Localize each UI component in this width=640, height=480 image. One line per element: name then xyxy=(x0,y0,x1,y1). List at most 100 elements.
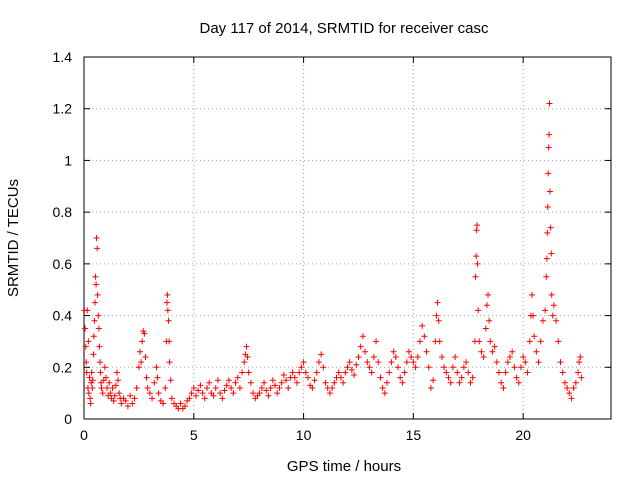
data-point xyxy=(199,390,206,397)
data-point xyxy=(188,390,195,397)
data-point xyxy=(353,361,360,368)
data-point xyxy=(236,384,243,391)
data-point xyxy=(539,317,546,324)
data-point xyxy=(509,348,516,355)
data-point xyxy=(381,390,388,397)
data-point xyxy=(136,348,143,355)
data-point xyxy=(572,379,579,386)
data-point xyxy=(430,377,437,384)
data-point xyxy=(115,377,122,384)
x-tick-label: 15 xyxy=(406,427,422,443)
data-point xyxy=(272,382,279,389)
data-point xyxy=(97,359,104,366)
data-point xyxy=(111,392,118,399)
data-point xyxy=(241,359,248,366)
data-point xyxy=(447,379,454,386)
data-point xyxy=(110,397,117,404)
data-point xyxy=(578,374,585,381)
x-tick-label: 20 xyxy=(515,427,531,443)
data-point xyxy=(498,379,505,386)
data-point xyxy=(524,369,531,376)
plot-frame xyxy=(83,56,612,420)
data-point xyxy=(197,382,204,389)
data-point xyxy=(232,379,239,386)
data-point xyxy=(397,374,404,381)
data-point xyxy=(285,384,292,391)
data-point xyxy=(165,317,172,324)
data-point xyxy=(153,364,160,371)
data-point xyxy=(113,369,120,376)
data-point xyxy=(82,343,89,350)
data-point xyxy=(542,307,549,314)
data-point xyxy=(537,338,544,345)
data-point xyxy=(443,369,450,376)
data-point xyxy=(112,382,119,389)
data-point xyxy=(370,353,377,360)
data-point xyxy=(533,348,540,355)
data-point xyxy=(122,397,129,404)
data-point xyxy=(395,364,402,371)
data-point xyxy=(139,338,146,345)
data-point xyxy=(555,338,562,345)
data-point xyxy=(98,379,105,386)
data-point xyxy=(399,379,406,386)
data-point xyxy=(460,364,467,371)
data-point xyxy=(368,369,375,376)
data-point xyxy=(570,384,577,391)
data-point xyxy=(83,369,90,376)
data-point xyxy=(138,359,145,366)
data-point xyxy=(566,390,573,397)
data-point xyxy=(269,377,276,384)
data-point xyxy=(291,374,298,381)
data-point xyxy=(344,364,351,371)
data-point xyxy=(487,338,494,345)
data-point xyxy=(377,374,384,381)
data-point xyxy=(177,400,184,407)
data-point xyxy=(355,353,362,360)
data-point xyxy=(388,359,395,366)
data-point xyxy=(445,374,452,381)
data-point xyxy=(520,353,527,360)
x-tick-label: 0 xyxy=(80,427,88,443)
data-point xyxy=(545,144,552,151)
data-point xyxy=(203,384,210,391)
data-point xyxy=(342,369,349,376)
data-point xyxy=(86,374,93,381)
data-point xyxy=(493,359,500,366)
data-point xyxy=(362,348,369,355)
data-point xyxy=(480,353,487,360)
data-point xyxy=(230,390,237,397)
data-point xyxy=(449,364,456,371)
data-point xyxy=(267,384,274,391)
data-point xyxy=(221,387,228,394)
data-point xyxy=(425,364,432,371)
data-point xyxy=(304,374,311,381)
data-point xyxy=(155,390,162,397)
data-point xyxy=(149,395,156,402)
data-point xyxy=(543,255,550,262)
data-point xyxy=(535,359,542,366)
data-point xyxy=(544,203,551,210)
data-point xyxy=(133,384,140,391)
data-point xyxy=(313,369,320,376)
data-point xyxy=(118,400,125,407)
data-point xyxy=(95,325,102,332)
data-point xyxy=(320,364,327,371)
grid-lines xyxy=(84,57,611,419)
data-point xyxy=(515,379,522,386)
data-point xyxy=(546,188,553,195)
data-point xyxy=(276,384,283,391)
data-point xyxy=(258,384,265,391)
data-point xyxy=(384,379,391,386)
data-point xyxy=(576,359,583,366)
data-point xyxy=(478,348,485,355)
data-point xyxy=(298,364,305,371)
data-point xyxy=(392,353,399,360)
data-point xyxy=(366,364,373,371)
data-point xyxy=(472,273,479,280)
x-tick-label: 10 xyxy=(296,427,312,443)
data-point xyxy=(340,379,347,386)
data-point xyxy=(548,291,555,298)
data-point xyxy=(85,338,92,345)
data-point xyxy=(195,387,202,394)
